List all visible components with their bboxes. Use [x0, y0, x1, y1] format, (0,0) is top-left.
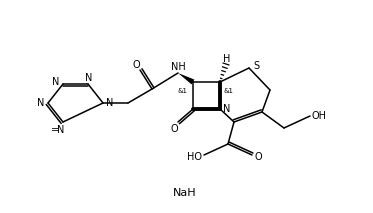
Text: &1: &1 [224, 88, 234, 94]
Text: OH: OH [311, 111, 326, 121]
Polygon shape [178, 73, 194, 84]
Text: N: N [52, 77, 60, 87]
Text: O: O [170, 124, 178, 134]
Text: NaH: NaH [173, 188, 197, 198]
Text: N: N [223, 104, 231, 114]
Text: N: N [37, 98, 45, 108]
Text: N: N [106, 98, 114, 108]
Text: O: O [254, 152, 262, 162]
Text: O: O [132, 60, 140, 70]
Text: S: S [253, 61, 259, 71]
Text: &1: &1 [178, 88, 188, 94]
Text: N: N [57, 125, 65, 135]
Text: H: H [223, 54, 231, 64]
Text: NH: NH [170, 62, 185, 72]
Text: =: = [51, 125, 59, 135]
Text: HO: HO [186, 152, 201, 162]
Text: N: N [85, 73, 93, 83]
